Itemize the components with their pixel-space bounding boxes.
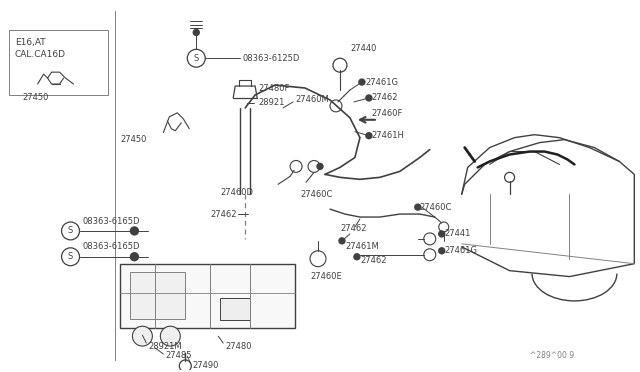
Text: 27490: 27490 <box>192 362 219 371</box>
Text: 27460F: 27460F <box>372 109 403 118</box>
Bar <box>131 272 186 319</box>
Text: 27462: 27462 <box>210 209 237 219</box>
Text: 27450: 27450 <box>120 135 147 144</box>
Text: 27460C: 27460C <box>420 203 452 212</box>
Bar <box>9 31 108 95</box>
Text: 27480: 27480 <box>225 341 252 350</box>
Text: CAL.CA16D: CAL.CA16D <box>15 50 66 59</box>
Circle shape <box>131 253 138 261</box>
Circle shape <box>359 79 365 85</box>
Text: ^289^00 9: ^289^00 9 <box>529 352 573 360</box>
Text: 27460M: 27460M <box>295 96 329 105</box>
Circle shape <box>132 326 152 346</box>
Bar <box>220 298 250 320</box>
Circle shape <box>193 29 199 35</box>
Text: 27461H: 27461H <box>372 131 404 140</box>
Circle shape <box>439 248 445 254</box>
Text: E16,AT: E16,AT <box>15 38 45 47</box>
Text: 27461G: 27461G <box>365 78 398 87</box>
Circle shape <box>161 326 180 346</box>
Bar <box>120 264 295 328</box>
Text: 27462: 27462 <box>340 224 367 234</box>
Circle shape <box>366 95 372 101</box>
Text: 08363-6165D: 08363-6165D <box>83 242 140 251</box>
Circle shape <box>317 163 323 169</box>
Text: S: S <box>68 227 73 235</box>
Text: 08363-6165D: 08363-6165D <box>83 217 140 225</box>
Circle shape <box>131 227 138 235</box>
Circle shape <box>354 254 360 260</box>
Text: S: S <box>194 54 199 63</box>
Text: 27460D: 27460D <box>220 188 253 197</box>
Text: 27440: 27440 <box>350 44 376 53</box>
Text: S: S <box>68 252 73 261</box>
Circle shape <box>339 238 345 244</box>
Text: 28921: 28921 <box>258 99 285 108</box>
Text: 27450: 27450 <box>22 93 49 102</box>
Text: 08363-6125D: 08363-6125D <box>242 54 300 63</box>
Text: 28921M: 28921M <box>148 341 182 350</box>
Text: 27441: 27441 <box>445 230 471 238</box>
Circle shape <box>439 231 445 237</box>
Text: 27460E: 27460E <box>310 272 342 281</box>
Text: 27485: 27485 <box>165 352 192 360</box>
Text: 27460C: 27460C <box>300 190 332 199</box>
Circle shape <box>366 133 372 139</box>
Circle shape <box>415 204 420 210</box>
Text: 27480F: 27480F <box>258 84 289 93</box>
Text: 27462: 27462 <box>372 93 398 102</box>
Text: 27462: 27462 <box>360 256 387 265</box>
Text: 27461M: 27461M <box>345 242 379 251</box>
Text: 27461G: 27461G <box>445 246 477 255</box>
